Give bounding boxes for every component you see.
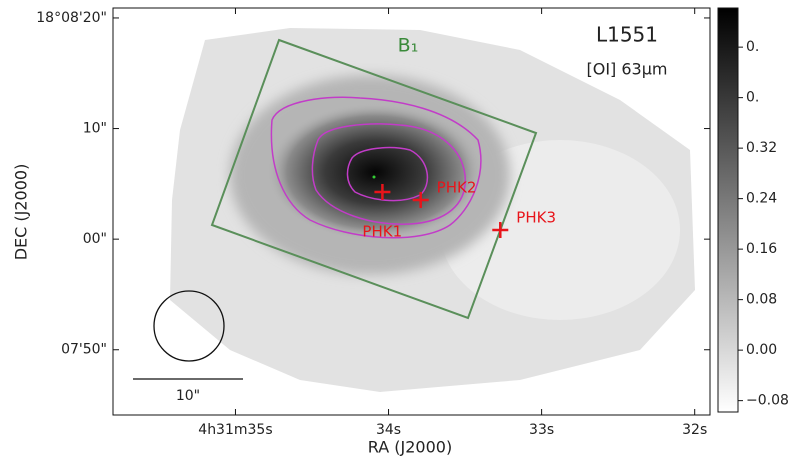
plot-frame [112, 7, 711, 416]
source-marker [412, 191, 429, 208]
source-marker [492, 221, 509, 238]
colorbar [717, 7, 739, 413]
map-core [265, 102, 485, 242]
x-tick-label: 4h31m35s [198, 422, 272, 438]
y-tick-label: 18°08'20" [36, 10, 107, 26]
b1-box [210, 38, 538, 320]
source-marker [374, 184, 391, 201]
marker-dot [372, 175, 376, 179]
y-axis-label: DEC (J2000) [12, 164, 31, 261]
colorbar-tick-label: 0. [746, 39, 759, 55]
x-tick-label: 34s [376, 422, 401, 438]
title: L1551 [596, 23, 658, 47]
source-label: PHK3 [516, 208, 556, 226]
y-tick-label: 07'50" [61, 342, 107, 358]
source-label: PHK1 [362, 223, 402, 241]
colorbar-tick-label: 0.00 [746, 342, 777, 358]
x-tick-label: 33s [529, 422, 554, 438]
y-tick-label: 10" [83, 121, 107, 137]
intensity-map [133, 28, 695, 392]
contour [270, 96, 482, 239]
colorbar-tick-label: −0.08 [746, 393, 789, 409]
colorbar-tick-label: 0.32 [746, 140, 777, 156]
scale-bar-label: 10" [176, 388, 200, 404]
subtitle: [OI] 63μm [586, 60, 667, 79]
x-tick-label: 32s [682, 422, 707, 438]
colorbar-tick-label: 0.24 [746, 191, 777, 207]
colorbar-tick-label: 0.16 [746, 241, 777, 257]
y-tick-label: 00" [83, 231, 107, 247]
colorbar-tick-label: 0.08 [746, 292, 777, 308]
x-axis-label: RA (J2000) [368, 438, 452, 457]
beam [153, 290, 225, 362]
source-label: PHK2 [437, 178, 477, 196]
box-label: B₁ [398, 35, 419, 57]
colorbar-tick-label: 0. [746, 90, 759, 106]
contour [311, 123, 466, 225]
